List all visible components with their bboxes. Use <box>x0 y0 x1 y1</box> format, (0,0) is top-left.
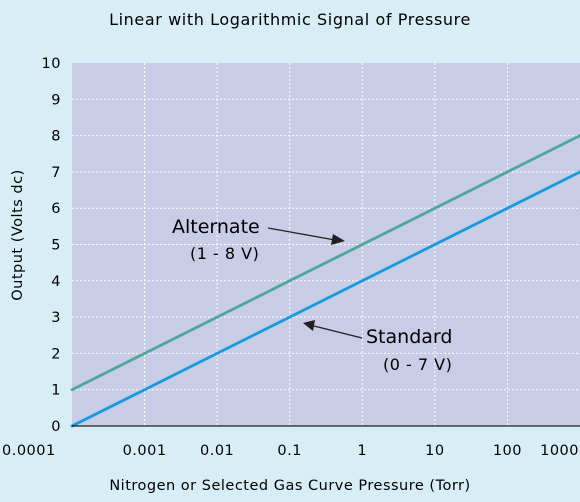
y-tick-labels: 0 1 2 3 4 5 6 7 8 9 10 <box>42 56 61 435</box>
x-tick-label: 0.1 <box>277 443 302 459</box>
y-tick-label: 4 <box>51 274 61 290</box>
annotation-alternate-label: Alternate <box>172 216 260 238</box>
y-tick-label: 7 <box>51 165 61 181</box>
y-tick-label: 9 <box>51 92 61 108</box>
annotation-alternate-arrow <box>267 227 336 241</box>
x-axis-label: Nitrogen or Selected Gas Curve Pressure … <box>109 478 470 494</box>
y-tick-label: 8 <box>51 129 61 145</box>
chart-title: Linear with Logarithmic Signal of Pressu… <box>109 10 471 29</box>
annotations: Alternate (1 - 8 V) Standard (0 - 7 V) <box>172 216 452 374</box>
annotation-alternate-range: (1 - 8 V) <box>190 244 259 263</box>
x-tick-label: 10 <box>425 443 444 459</box>
y-tick-label: 5 <box>51 238 61 254</box>
x-tick-labels: 0.0001 0.001 0.01 0.1 1 10 100 1000 <box>2 443 579 459</box>
y-tick-label: 2 <box>51 346 61 362</box>
x-tick-label: 0.001 <box>123 443 167 459</box>
x-tick-label: 100 <box>493 443 522 459</box>
x-tick-label: 1000 <box>540 443 579 459</box>
y-tick-label: 10 <box>42 56 61 72</box>
y-axis-label: Output (Volts dc) <box>10 169 26 301</box>
annotation-standard-range: (0 - 7 V) <box>383 355 452 374</box>
series-line-alternate <box>70 134 580 392</box>
annotation-standard-label: Standard <box>366 326 452 348</box>
x-tick-label: 0.0001 <box>2 443 56 459</box>
y-tick-label: 0 <box>51 419 61 435</box>
y-tick-label: 1 <box>51 383 61 399</box>
x-tick-label: 0.01 <box>200 443 234 459</box>
series-line-standard <box>70 170 580 428</box>
y-tick-label: 6 <box>51 201 61 217</box>
annotation-standard-arrow <box>313 325 363 339</box>
series-lines <box>70 134 580 428</box>
annotation-standard-arrowhead <box>303 320 315 331</box>
x-tick-label: 1 <box>357 443 367 459</box>
y-tick-label: 3 <box>51 310 61 326</box>
annotation-alternate-arrowhead <box>331 234 345 245</box>
